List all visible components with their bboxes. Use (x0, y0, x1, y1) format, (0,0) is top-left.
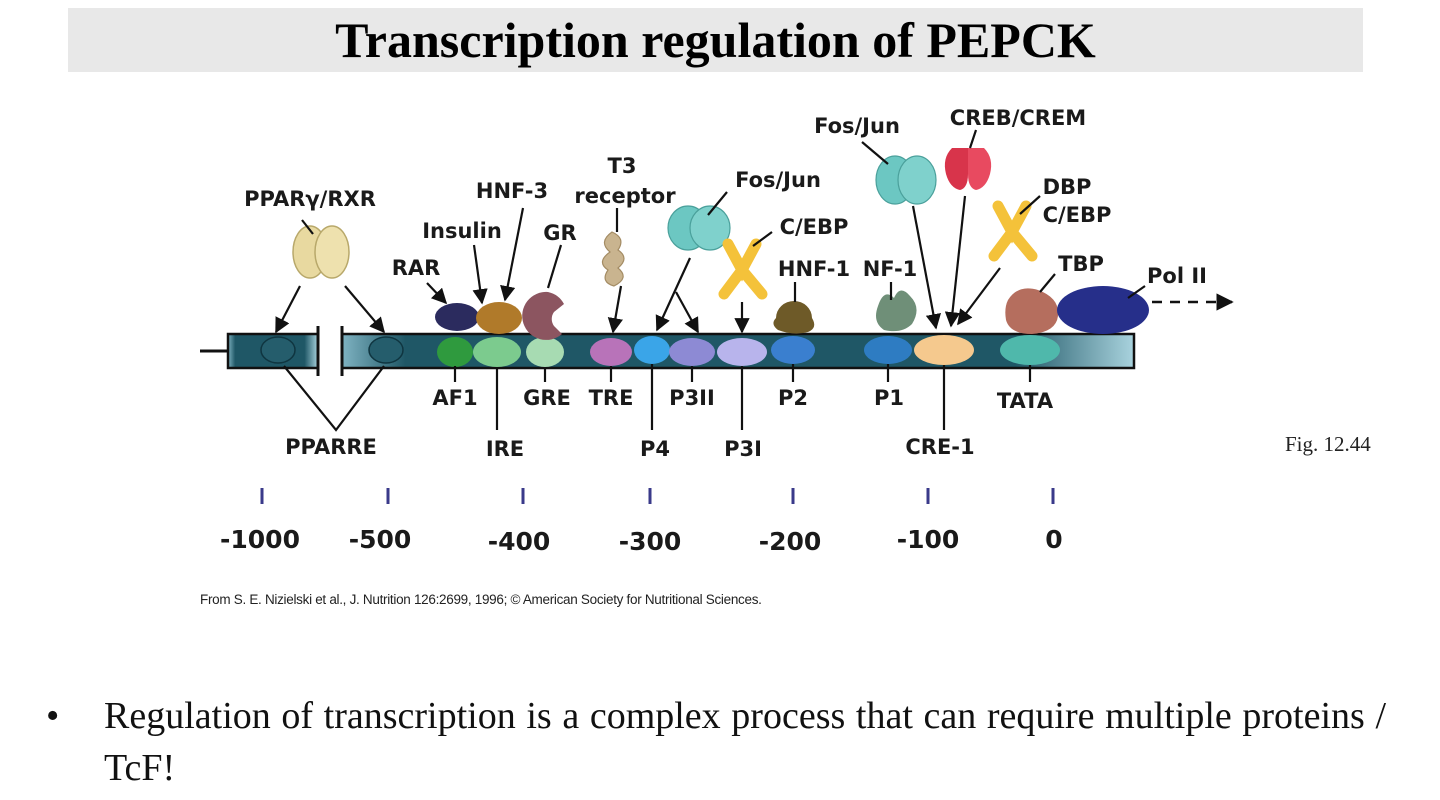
scale-tick-marks (260, 488, 1055, 504)
tbp-label: TBP (1058, 252, 1104, 276)
t3-receptor-label-line2: receptor (574, 184, 676, 208)
scale-tick-label: -400 (488, 527, 551, 556)
pol2-protein (1057, 286, 1149, 334)
ppar-rxr-label: PPARγ/RXR (244, 187, 376, 211)
tata-label: TATA (997, 389, 1054, 413)
pparre-site-2 (368, 336, 404, 364)
cebp-label-1: C/EBP (780, 215, 849, 239)
title-band: Transcription regulation of PEPCK (68, 8, 1363, 72)
scale-tick-label: -200 (759, 527, 822, 556)
pparre-site-1 (260, 336, 296, 364)
hnf1-label: HNF-1 (778, 257, 850, 281)
p4-label: P4 (640, 437, 670, 461)
bullet-text: Regulation of transcription is a complex… (104, 695, 1386, 789)
ire-label: IRE (486, 437, 524, 461)
rar-label: RAR (392, 256, 441, 280)
creb-crem-label: CREB/CREM (950, 106, 1086, 130)
pparre-label: PPARRE (285, 435, 377, 459)
p3ii-site (669, 338, 715, 366)
p3i-label: P3I (724, 437, 762, 461)
leader-lines (275, 129, 1146, 432)
af1-site (437, 337, 473, 367)
source-citation: From S. E. Nizielski et al., J. Nutritio… (200, 592, 762, 607)
binding-sites (260, 335, 1060, 367)
nf1-label: NF-1 (863, 257, 918, 281)
tre-label: TRE (589, 386, 634, 410)
scale-tick-label: 0 (1045, 525, 1062, 554)
hnf3-label: HNF-3 (476, 179, 548, 203)
p3ii-label: P3II (669, 386, 715, 410)
scale-tick-label: -1000 (220, 525, 300, 554)
fos-jun-label-2: Fos/Jun (814, 114, 900, 138)
gre-site (526, 337, 564, 367)
ppar-rxr-protein (292, 225, 350, 279)
dbp-cebp-protein (988, 200, 1038, 262)
nf1-protein (876, 290, 917, 332)
cre1-label: CRE-1 (905, 435, 974, 459)
position-scale: -1000 -500 -400 -300 -200 -100 0 (220, 488, 1063, 556)
p4-site (634, 336, 670, 364)
p1-site (864, 336, 912, 364)
slide-title: Transcription regulation of PEPCK (335, 12, 1096, 68)
cebp-protein-1 (718, 238, 768, 300)
element-labels: AF1 GRE TRE P3II P2 P1 TATA PPARRE IRE P… (285, 386, 1054, 461)
p3i-site (717, 338, 767, 366)
rar-protein (435, 303, 479, 331)
ire-site (473, 337, 521, 367)
gr-label: GR (543, 221, 576, 245)
protein-labels: PPARγ/RXR RAR Insulin HNF-3 GR T3 recept… (244, 106, 1207, 288)
t3-receptor-label-line1: T3 (608, 154, 637, 178)
scale-tick-label: -300 (619, 527, 682, 556)
fos-jun-label-1: Fos/Jun (735, 168, 821, 192)
hnf1-protein (773, 301, 815, 334)
bullet-marker: • (46, 695, 60, 737)
tbp-protein (1005, 288, 1059, 334)
p2-label: P2 (778, 386, 808, 410)
p1-label: P1 (874, 386, 904, 410)
proteins (292, 148, 1149, 340)
bullet-point: • Regulation of transcription is a compl… (46, 690, 1386, 794)
dbp-label: DBP (1043, 175, 1092, 199)
fos-jun-protein-2 (875, 155, 937, 205)
af1-label: AF1 (432, 386, 477, 410)
scale-tick-label: -500 (349, 525, 412, 554)
insulin-label: Insulin (422, 219, 502, 243)
insulin-protein (476, 302, 522, 334)
scale-tick-label: -100 (897, 525, 960, 554)
figure-caption: Fig. 12.44 (1285, 432, 1371, 456)
tre-site (590, 338, 632, 366)
pol2-label: Pol II (1147, 264, 1207, 288)
t3-receptor-protein (601, 231, 625, 287)
creb-crem-protein (944, 148, 992, 190)
cre1-site (914, 335, 974, 365)
p2-site (771, 336, 815, 364)
tata-site (1000, 335, 1060, 365)
gr-protein (522, 291, 564, 340)
cebp-label-2: C/EBP (1043, 203, 1112, 227)
gre-label: GRE (523, 386, 571, 410)
fos-jun-protein-1 (667, 205, 731, 251)
